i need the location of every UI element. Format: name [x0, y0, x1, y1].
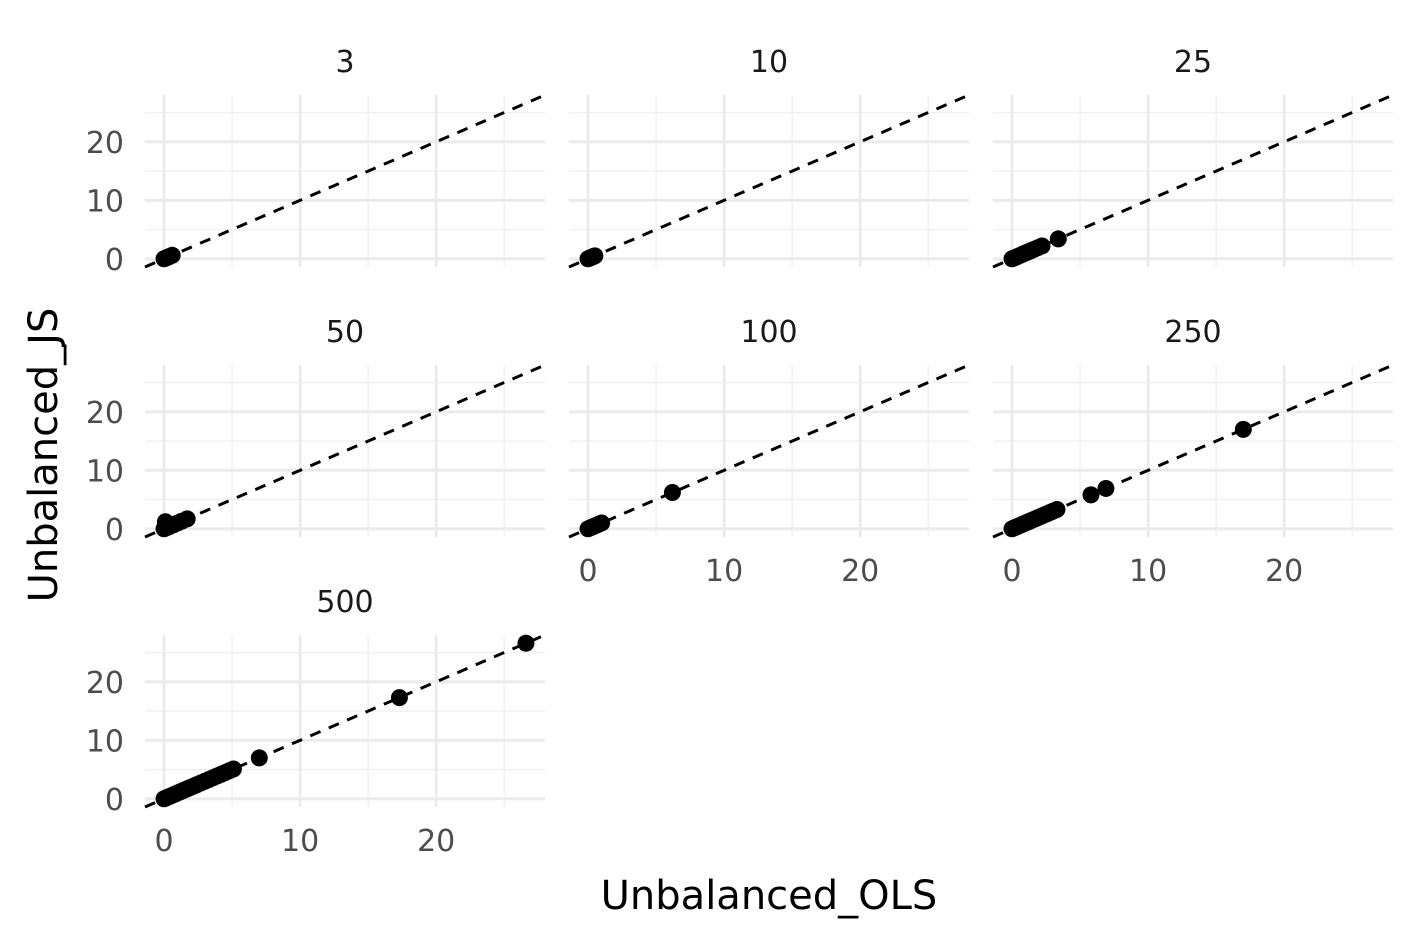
y-tick-label: 0 — [105, 243, 124, 278]
identity-reference-line — [144, 93, 546, 269]
y-tick-label: 20 — [86, 126, 124, 161]
x-tick-label: 10 — [1129, 554, 1167, 589]
identity-reference-line — [568, 363, 970, 539]
data-point — [1234, 420, 1252, 438]
data-point — [1049, 230, 1067, 248]
y-tick-label: 0 — [105, 783, 124, 818]
identity-reference-line — [144, 363, 546, 539]
data-point — [163, 246, 181, 264]
facet-strip-label: 10 — [750, 45, 788, 80]
y-axis-title: Unbalanced_JS — [21, 308, 67, 603]
x-tick-label: 10 — [705, 554, 743, 589]
facet-strip-label: 100 — [740, 315, 797, 350]
y-tick-label: 20 — [86, 396, 124, 431]
x-tick-label: 0 — [579, 554, 598, 589]
facet-panel-25: 25 — [992, 45, 1394, 269]
data-point — [586, 247, 604, 265]
x-tick-label: 0 — [1003, 554, 1022, 589]
y-tick-label: 10 — [86, 724, 124, 759]
facet-panel-50: 50 0 10 20 — [86, 315, 546, 548]
data-point — [593, 514, 611, 532]
facet-strip-label: 25 — [1174, 45, 1212, 80]
data-point — [224, 760, 242, 778]
data-point — [1033, 237, 1051, 255]
data-point — [517, 634, 535, 652]
x-tick-label: 10 — [281, 824, 319, 859]
data-point — [1097, 479, 1115, 497]
x-axis-title: Unbalanced_OLS — [601, 873, 938, 919]
y-tick-label: 0 — [105, 513, 124, 548]
facet-panel-500: 500 0 10 20 0 10 20 — [86, 585, 546, 859]
x-tick-label: 0 — [155, 824, 174, 859]
identity-reference-line — [568, 93, 970, 269]
data-point — [1082, 486, 1100, 504]
facet-panel-100: 100 0 10 20 — [568, 315, 970, 589]
identity-reference-line — [992, 93, 1394, 269]
data-point — [1048, 501, 1066, 519]
facet-strip-label: 250 — [1164, 315, 1221, 350]
data-point — [663, 484, 681, 502]
facet-strip-label: 50 — [326, 315, 364, 350]
x-tick-label: 20 — [417, 824, 455, 859]
facet-panel-10: 10 — [568, 45, 970, 269]
x-tick-label: 20 — [1265, 554, 1303, 589]
data-point — [390, 689, 408, 707]
facet-panel-3: 3 0 10 20 — [86, 45, 546, 278]
data-point — [178, 510, 196, 528]
y-tick-label: 10 — [86, 454, 124, 489]
identity-reference-line — [144, 633, 546, 809]
y-tick-label: 10 — [86, 184, 124, 219]
identity-reference-line — [992, 363, 1394, 539]
data-point — [250, 749, 268, 767]
facet-strip-label: 3 — [335, 45, 354, 80]
facet-panel-250: 250 0 10 20 — [992, 315, 1394, 589]
x-tick-label: 20 — [841, 554, 879, 589]
facet-strip-label: 500 — [316, 585, 373, 620]
y-tick-label: 20 — [86, 666, 124, 701]
